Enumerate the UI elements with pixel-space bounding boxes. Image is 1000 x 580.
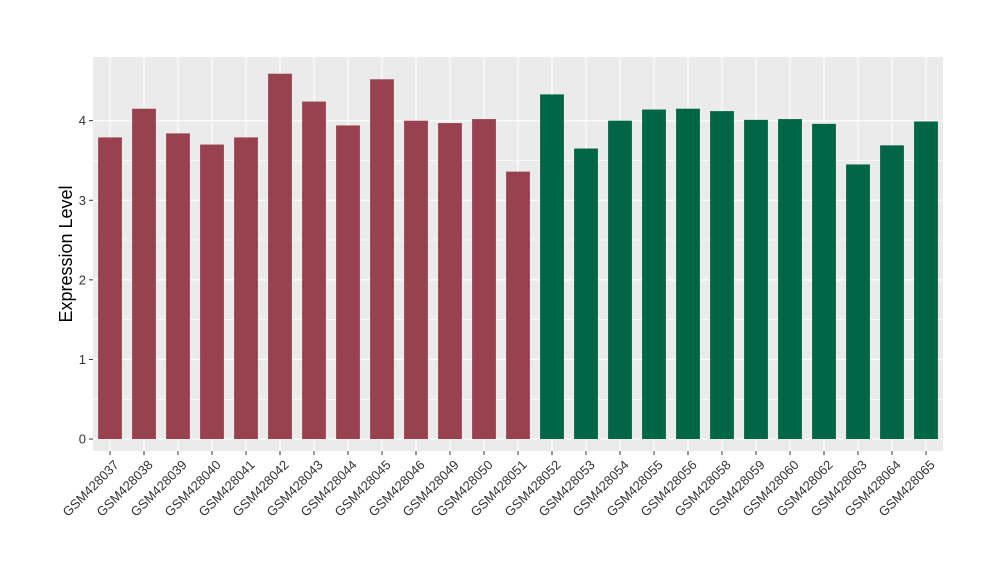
bar	[744, 119, 768, 440]
y-tick-label: 1	[79, 352, 86, 367]
bar	[676, 108, 700, 440]
bar	[472, 119, 496, 440]
y-tick-label: 3	[79, 193, 86, 208]
bar	[268, 73, 292, 440]
bar	[914, 121, 938, 440]
y-tick-label: 2	[79, 272, 86, 287]
y-tick-label: 4	[79, 113, 86, 128]
bar	[540, 94, 564, 440]
bar	[166, 133, 190, 440]
bar	[302, 101, 326, 440]
bar	[370, 79, 394, 440]
bar	[846, 164, 870, 440]
bar	[98, 137, 122, 440]
bar	[438, 123, 462, 440]
y-axis-title: Expression Level	[56, 185, 76, 322]
bar	[404, 120, 428, 440]
bar	[574, 148, 598, 440]
bar	[642, 109, 666, 440]
bar	[132, 108, 156, 440]
bar	[336, 125, 360, 440]
bar	[710, 111, 734, 440]
x-axis: GSM428037GSM428038GSM428039GSM428040GSM4…	[60, 451, 938, 519]
y-tick-label: 0	[79, 432, 86, 447]
bar	[608, 120, 632, 440]
y-axis: 0 1 2 3 4	[79, 113, 93, 447]
bar	[880, 145, 904, 440]
bars	[98, 73, 938, 440]
bar	[506, 171, 530, 440]
bar	[812, 123, 836, 440]
bar	[234, 137, 258, 440]
bar	[778, 119, 802, 440]
bar	[200, 144, 224, 440]
